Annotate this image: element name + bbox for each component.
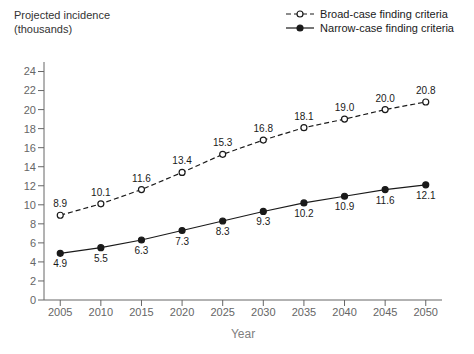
svg-text:8: 8 [30,218,36,230]
svg-text:2050: 2050 [414,306,438,318]
svg-text:10: 10 [24,199,36,211]
svg-text:10.2: 10.2 [294,208,314,219]
svg-text:12: 12 [24,180,36,192]
svg-text:20.0: 20.0 [375,93,395,104]
html-text:Projected incidence: Projected incidence [14,9,110,21]
svg-text:20.8: 20.8 [416,85,436,96]
svg-text:10.9: 10.9 [335,201,355,212]
svg-text:8.3: 8.3 [216,226,230,237]
svg-text:Year: Year [231,327,255,341]
svg-text:7.3: 7.3 [175,236,189,247]
svg-text:24: 24 [24,65,36,77]
svg-text:18.1: 18.1 [294,111,314,122]
svg-text:22: 22 [24,84,36,96]
svg-text:2035: 2035 [292,306,316,318]
svg-text:14: 14 [24,161,36,173]
svg-text:2015: 2015 [129,306,153,318]
html-text:(thousands): (thousands) [14,23,73,35]
svg-text:18: 18 [24,123,36,135]
svg-text:2030: 2030 [251,306,275,318]
svg-text:2020: 2020 [170,306,194,318]
svg-text:0: 0 [30,294,36,306]
svg-text:19.0: 19.0 [335,102,355,113]
svg-text:2025: 2025 [210,306,234,318]
html-text:Narrow-case finding criteria: Narrow-case finding criteria [320,22,454,34]
svg-text:9.3: 9.3 [256,216,270,227]
svg-text:2040: 2040 [332,306,356,318]
svg-text:2: 2 [30,275,36,287]
svg-text:16.8: 16.8 [254,123,274,134]
svg-text:12.1: 12.1 [416,190,436,201]
svg-text:2010: 2010 [89,306,113,318]
svg-text:20: 20 [24,104,36,116]
svg-text:4.9: 4.9 [53,258,67,269]
svg-text:11.6: 11.6 [132,173,151,184]
svg-text:16: 16 [24,142,36,154]
svg-text:5.5: 5.5 [94,253,108,264]
svg-text:4: 4 [30,256,36,268]
svg-text:10.1: 10.1 [91,187,111,198]
svg-text:2045: 2045 [373,306,397,318]
svg-text:15.3: 15.3 [213,137,233,148]
svg-text:13.4: 13.4 [172,155,192,166]
html-text:Broad-case finding criteria: Broad-case finding criteria [320,8,448,20]
svg-text:6: 6 [30,237,36,249]
svg-text:6.3: 6.3 [135,245,149,256]
svg-text:2005: 2005 [48,306,72,318]
svg-text:8.9: 8.9 [53,198,67,209]
svg-text:11.6: 11.6 [376,195,395,206]
